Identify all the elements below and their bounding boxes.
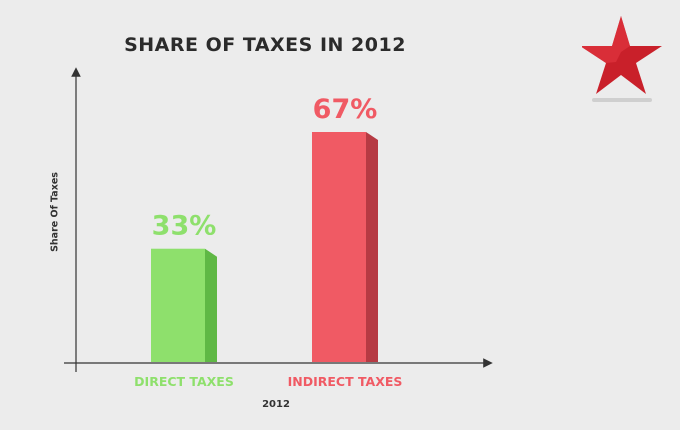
category-label-direct-taxes: DIRECT TAXES bbox=[134, 374, 234, 389]
data-label-indirect-taxes: 67% bbox=[313, 94, 378, 125]
star-logo-icon bbox=[582, 16, 662, 102]
category-label-indirect-taxes: INDIRECT TAXES bbox=[288, 374, 403, 389]
data-label-direct-taxes: 33% bbox=[152, 211, 217, 242]
bar-direct-taxes bbox=[151, 248, 205, 362]
bar-side-direct-taxes bbox=[205, 248, 217, 362]
chart-title: SHARE OF TAXES IN 2012 bbox=[124, 34, 406, 56]
bar-indirect-taxes bbox=[312, 132, 366, 362]
x-axis-label: 2012 bbox=[262, 399, 290, 410]
bar-side-indirect-taxes bbox=[366, 132, 378, 362]
